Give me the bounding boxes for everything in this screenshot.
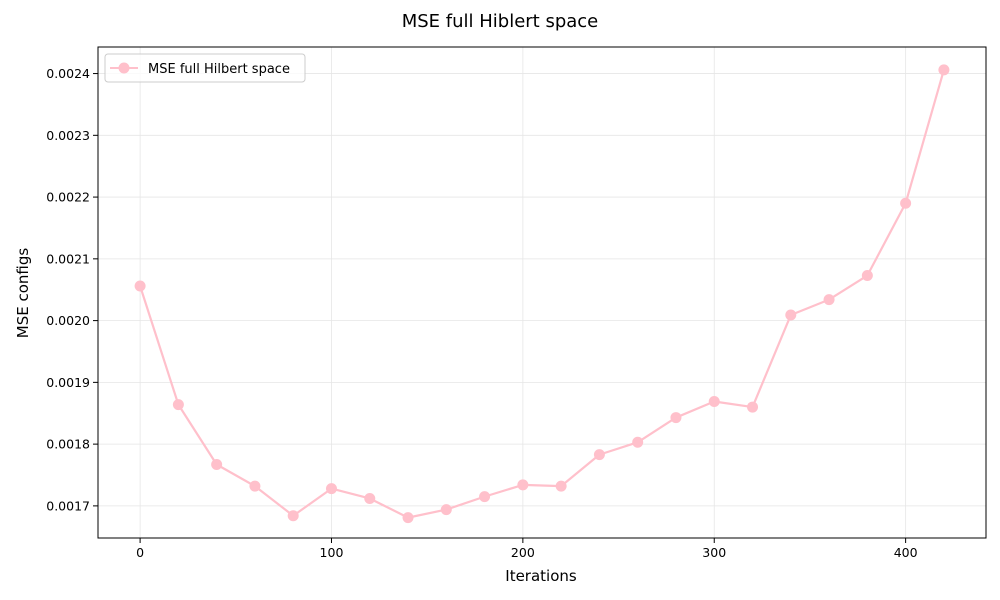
x-axis-label: Iterations xyxy=(505,567,577,585)
y-tick-label: 0.0024 xyxy=(46,66,90,81)
legend-marker-swatch xyxy=(118,62,130,74)
data-point xyxy=(823,294,835,306)
plot-frame xyxy=(97,46,987,539)
data-point xyxy=(479,491,491,503)
legend: MSE full Hilbert space xyxy=(104,53,306,83)
data-point xyxy=(632,436,644,448)
data-point xyxy=(211,459,223,471)
data-point xyxy=(555,480,567,492)
data-point xyxy=(938,64,950,76)
x-tick-label: 400 xyxy=(894,545,918,560)
data-point xyxy=(900,197,912,209)
data-point xyxy=(517,479,529,491)
data-point xyxy=(785,309,797,321)
x-tick-label: 300 xyxy=(702,545,726,560)
data-point xyxy=(172,399,184,411)
ticks: 0 100 200 300 400 0.0017 0.0018 0.0019 0.0020 0.0… xyxy=(46,66,917,560)
data-point xyxy=(440,504,452,516)
legend-box xyxy=(104,53,306,83)
y-tick-label: 0.0023 xyxy=(46,128,90,143)
x-tick-label: 100 xyxy=(320,545,344,560)
chart-title: MSE full Hiblert space xyxy=(402,11,599,32)
y-tick-label: 0.0020 xyxy=(46,313,90,328)
data-point xyxy=(861,270,873,282)
y-tick-label: 0.0022 xyxy=(46,190,90,205)
x-tick-label: 200 xyxy=(511,545,535,560)
data-point xyxy=(593,449,605,461)
data-point xyxy=(287,510,299,522)
series-layer xyxy=(134,64,950,524)
data-point xyxy=(364,492,376,504)
grid xyxy=(98,47,986,538)
y-axis-label: MSE configs xyxy=(14,248,32,339)
data-point xyxy=(670,412,682,424)
x-tick-label: 0 xyxy=(136,545,144,560)
data-point xyxy=(747,401,759,413)
series-line xyxy=(139,69,945,519)
data-point xyxy=(249,480,261,492)
y-tick-label: 0.0021 xyxy=(46,251,90,266)
y-tick-label: 0.0018 xyxy=(46,437,90,452)
data-point xyxy=(134,280,146,292)
legend-label: MSE full Hilbert space xyxy=(148,62,290,77)
data-point xyxy=(325,483,337,495)
y-tick-label: 0.0019 xyxy=(46,375,90,390)
y-tick-label: 0.0017 xyxy=(46,498,90,513)
data-point xyxy=(708,396,720,408)
data-point xyxy=(402,512,414,524)
